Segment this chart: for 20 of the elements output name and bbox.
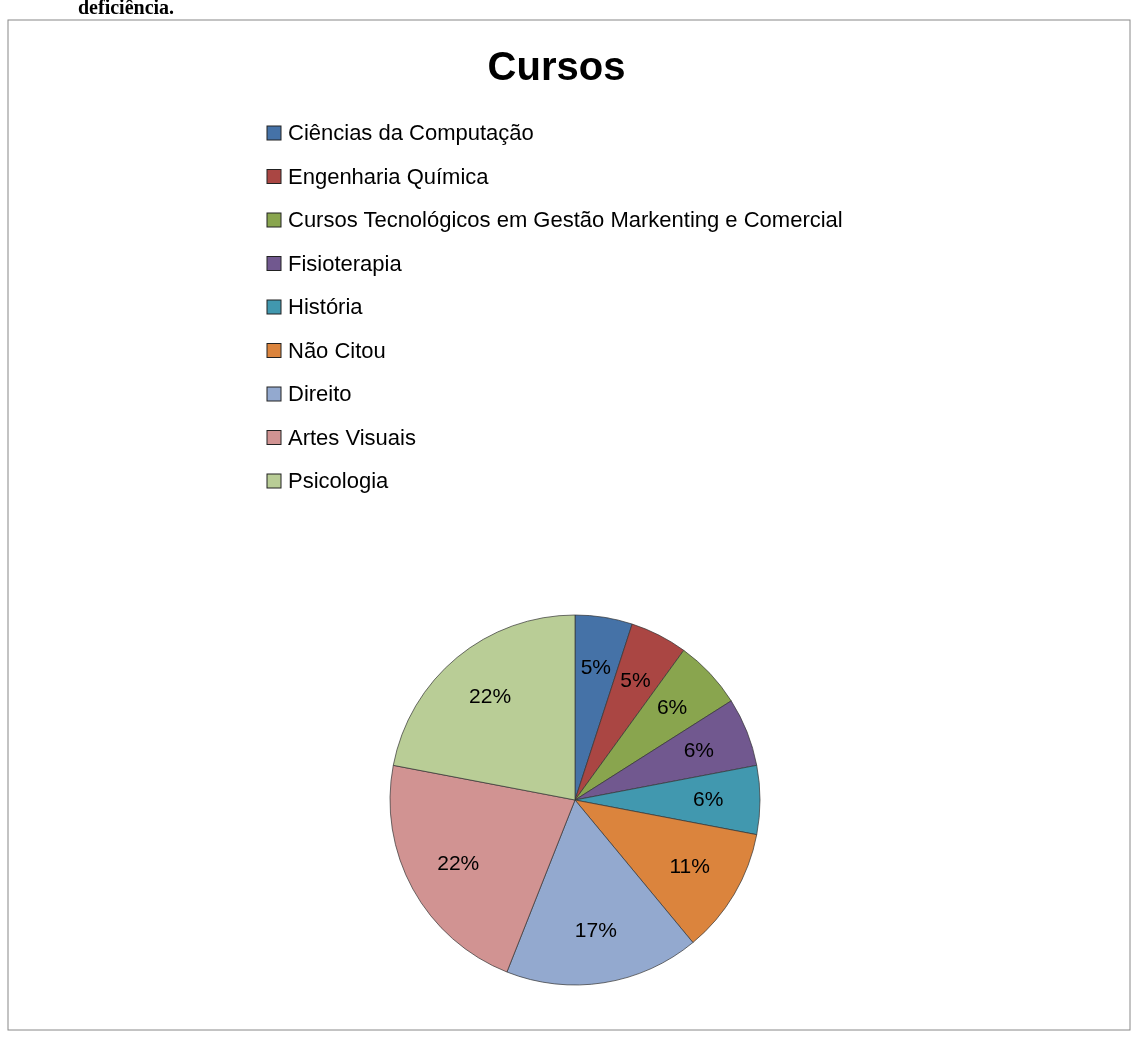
legend-label: Psicologia (288, 468, 390, 493)
data-label: 22% (437, 850, 480, 874)
text: deficiência. (78, 0, 175, 18)
data-label: 6% (656, 695, 688, 719)
legend-label: Artes Visuais (288, 424, 416, 450)
data-label: 6% (693, 786, 724, 810)
data-label: 5% (620, 667, 651, 691)
legend-label: Não Citou (288, 337, 386, 363)
data-label: 17% (574, 918, 617, 942)
legend-label: Fisioterapia (288, 250, 403, 276)
legend-label: Engenharia Química (288, 163, 490, 189)
data-label: 6% (683, 737, 715, 761)
legend-label: Ciências da Computação (288, 120, 534, 145)
data-label: 22% (469, 683, 512, 707)
legend-label: História (288, 294, 364, 319)
chart-title: Cursos (487, 44, 626, 88)
legend-label: Direito (288, 381, 352, 406)
legend-label: Cursos Tecnológicos em Gestão Markenting e Comercial (288, 207, 843, 232)
data-label: 11% (669, 854, 710, 878)
data-label: 5% (580, 654, 612, 678)
